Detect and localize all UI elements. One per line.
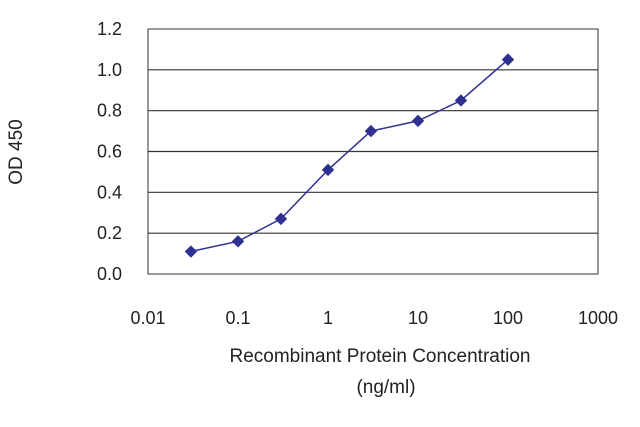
x-tick-label: 0.01 xyxy=(130,308,165,328)
x-tick-label: 1000 xyxy=(578,308,618,328)
data-point-marker xyxy=(501,53,515,66)
grid-lines xyxy=(148,69,598,234)
data-point-marker xyxy=(231,235,245,248)
x-tick-label: 100 xyxy=(493,308,523,328)
x-tick-label: 1 xyxy=(323,308,333,328)
y-axis-label: OD 450 xyxy=(6,119,27,184)
y-tick-label: 0.6 xyxy=(97,142,122,162)
y-tick-label: 1.2 xyxy=(97,19,122,39)
y-tick-label: 1.0 xyxy=(97,60,122,80)
x-tick-labels: 0.01 0.1 1 10 100 1000 xyxy=(130,308,618,328)
data-point-marker xyxy=(321,163,335,177)
y-tick-labels: 0.0 0.2 0.4 0.6 0.8 1.0 1.2 xyxy=(97,19,122,284)
data-point-marker xyxy=(184,245,198,258)
x-tick-label: 0.1 xyxy=(225,308,250,328)
data-point-marker xyxy=(274,212,288,226)
x-axis-label: Recombinant Protein Concentration xyxy=(229,346,530,367)
x-axis-unit-label: (ng/ml) xyxy=(356,377,415,398)
data-point-marker xyxy=(364,124,378,138)
y-tick-label: 0.8 xyxy=(97,101,122,121)
y-tick-label: 0.4 xyxy=(97,182,122,202)
series-group xyxy=(184,53,515,258)
series-line xyxy=(190,59,509,253)
data-point-marker xyxy=(411,114,425,128)
y-tick-label: 0.2 xyxy=(97,223,122,243)
y-tick-label: 0.0 xyxy=(97,264,122,284)
data-point-marker xyxy=(454,94,468,107)
x-tick-label: 10 xyxy=(408,308,428,328)
